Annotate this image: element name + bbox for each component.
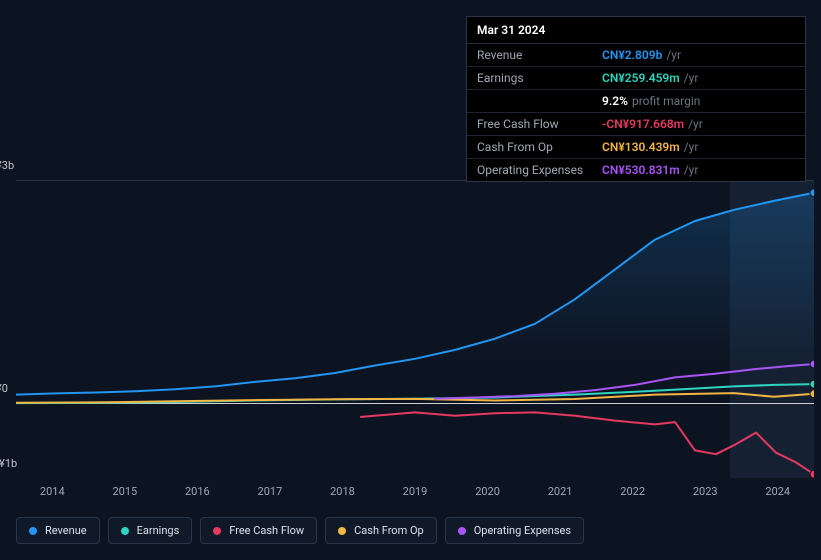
tooltip-row-label: Operating Expenses [477,163,602,177]
legend-item-label: Free Cash Flow [229,524,304,537]
tooltip-row-value: CN¥130.439m [602,140,680,154]
legend-swatch [338,527,346,535]
tooltip-row-label: Earnings [477,71,602,85]
tooltip-row-suffix: profit margin [632,94,700,108]
tooltip-row-value: CN¥259.459m [602,71,680,85]
tooltip-row-value: CN¥2.809b [602,48,662,62]
x-tick-label: 2021 [524,485,597,498]
tooltip-row-label: Cash From Op [477,140,602,154]
tooltip-date: Mar 31 2024 [467,17,805,44]
tooltip-row-suffix: /yr [684,163,699,177]
legend-item-earnings[interactable]: Earnings [108,517,193,544]
legend-swatch [213,527,221,535]
x-tick-label: 2023 [669,485,742,498]
x-tick-label: 2017 [234,485,307,498]
tooltip-row-value: -CN¥917.668m [602,117,684,131]
tooltip-row: Cash From OpCN¥130.439m/yr [467,136,805,159]
x-tick-label: 2015 [89,485,162,498]
chart-legend: Revenue Earnings Free Cash Flow Cash From O… [16,517,584,544]
x-tick-label: 2014 [16,485,89,498]
tooltip-row-suffix: /yr [688,117,703,131]
tooltip-row: Operating ExpensesCN¥530.831m/yr [467,159,805,181]
tooltip-row: RevenueCN¥2.809b/yr [467,44,805,67]
tooltip-row: Free Cash Flow-CN¥917.668m/yr [467,113,805,136]
legend-swatch [29,527,37,535]
x-tick-label: 2024 [741,485,814,498]
legend-swatch [121,527,129,535]
legend-item-cash-from-op[interactable]: Cash From Op [325,517,437,544]
legend-item-revenue[interactable]: Revenue [16,517,100,544]
legend-item-free-cash-flow[interactable]: Free Cash Flow [200,517,317,544]
legend-item-label: Earnings [137,524,180,537]
tooltip-row-label: Free Cash Flow [477,117,602,131]
tooltip-row: 9.2% profit margin [467,90,805,113]
tooltip-row-value: CN¥530.831m [602,163,680,177]
x-tick-label: 2018 [306,485,379,498]
x-axis: 2014201520162017201820192020202120222023… [16,485,814,498]
tooltip-row-value: 9.2% [602,94,628,108]
chart-tooltip: Mar 31 2024 RevenueCN¥2.809b/yrEarningsC… [466,16,806,182]
legend-item-label: Operating Expenses [474,524,571,537]
legend-swatch [458,527,466,535]
tooltip-row: EarningsCN¥259.459m/yr [467,67,805,90]
x-tick-label: 2022 [596,485,669,498]
tooltip-row-suffix: /yr [684,71,699,85]
legend-item-label: Cash From Op [354,524,424,537]
legend-item-label: Revenue [45,524,87,537]
x-tick-label: 2019 [379,485,452,498]
tooltip-row-suffix: /yr [684,140,699,154]
tooltip-row-label: Revenue [477,48,602,62]
chart-canvas[interactable] [16,180,814,478]
tooltip-row-suffix: /yr [666,48,681,62]
y-tick-label: CN¥3b [0,159,19,172]
legend-item-operating-expenses[interactable]: Operating Expenses [445,517,584,544]
x-tick-label: 2020 [451,485,524,498]
x-tick-label: 2016 [161,485,234,498]
